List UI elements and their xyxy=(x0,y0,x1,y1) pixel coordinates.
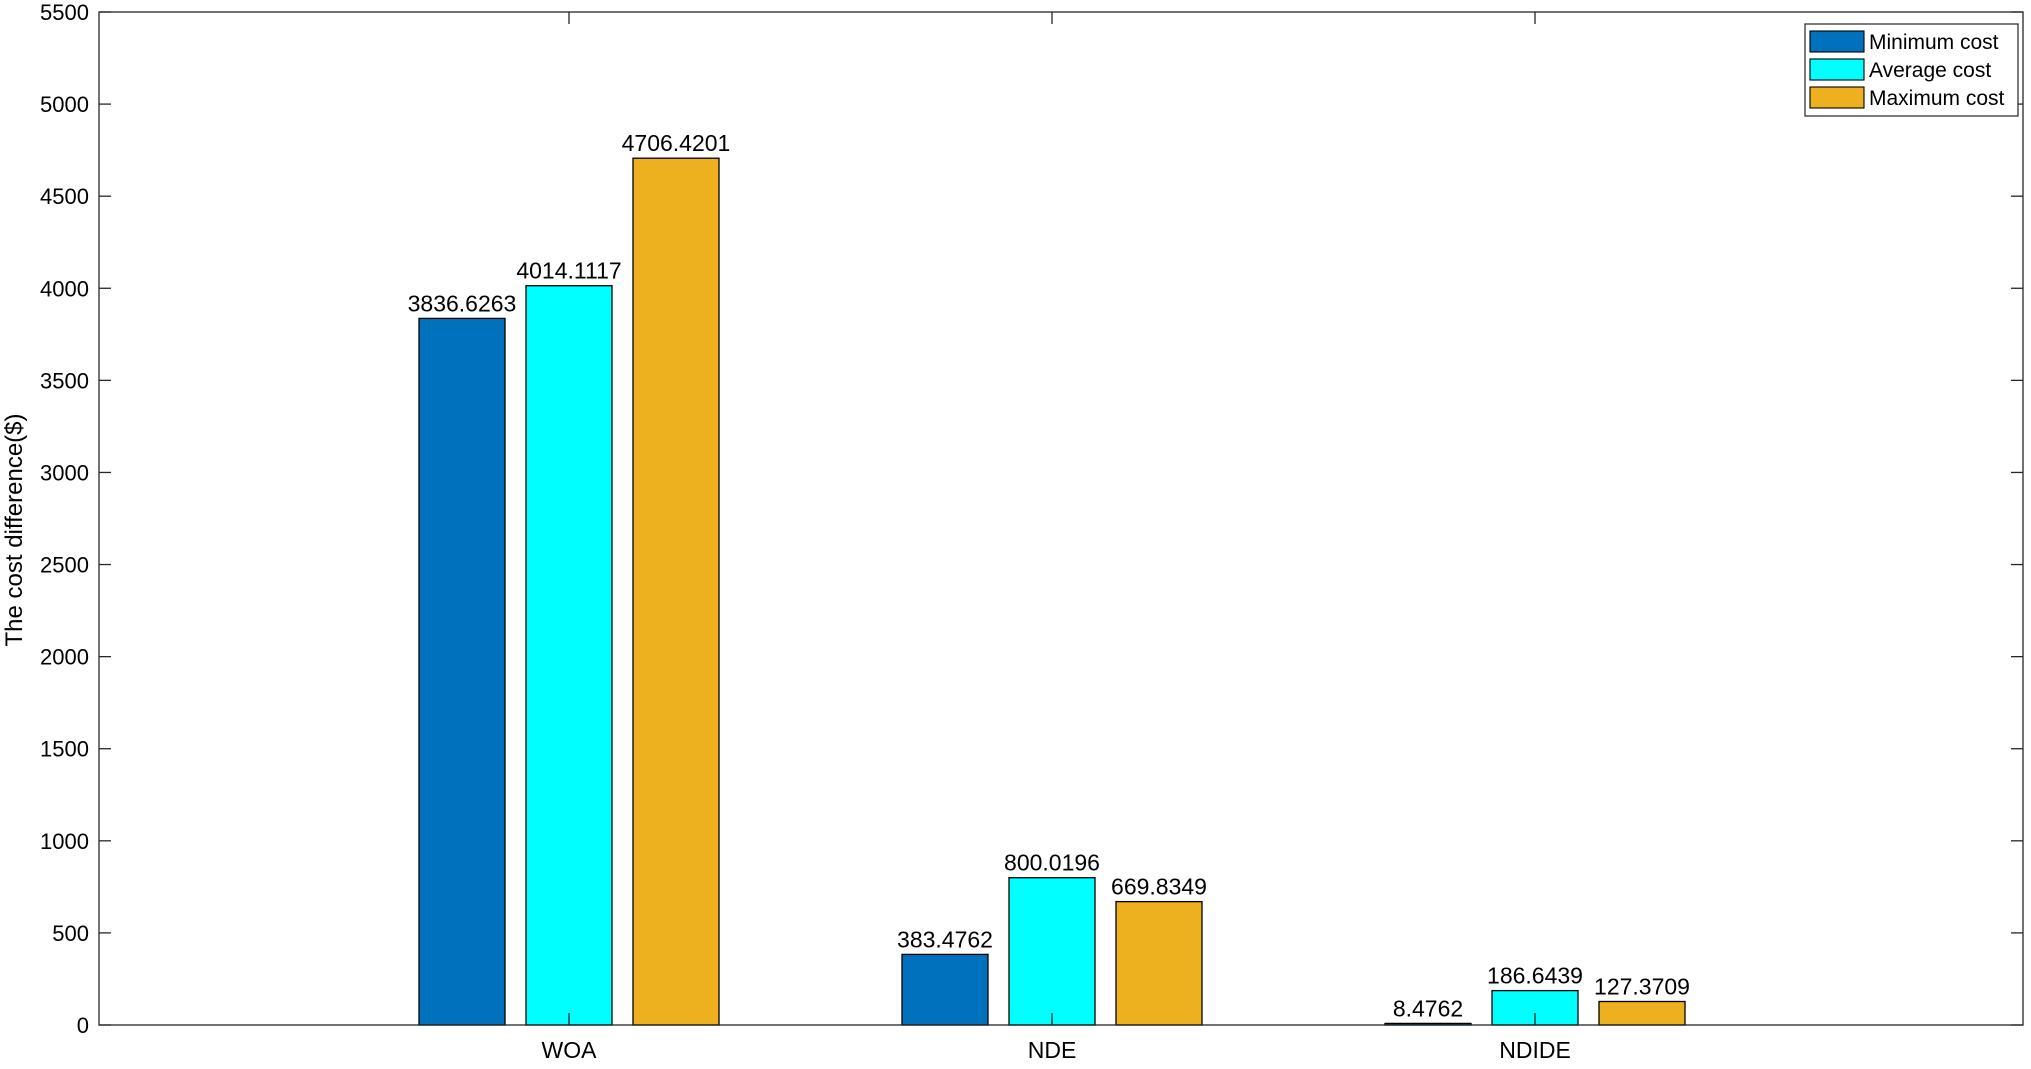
y-tick-label: 5000 xyxy=(40,92,89,117)
bar-nde-minimum-cost xyxy=(901,953,989,1026)
data-label: 4706.4201 xyxy=(622,130,731,156)
x-tick-label-woa: WOA xyxy=(542,1037,598,1063)
plot-frame xyxy=(98,11,2024,1026)
bars-layer xyxy=(418,157,1686,1026)
y-tick-label: 5500 xyxy=(40,0,89,25)
data-label: 800.0196 xyxy=(1004,850,1100,876)
data-labels-layer: 3836.6263 4014.1117 4706.4201 383.4762 800.0… xyxy=(408,130,1690,1021)
y-tick-label: 4500 xyxy=(40,184,89,209)
bar-woa-average-cost xyxy=(525,285,613,1026)
data-label: 383.4762 xyxy=(897,926,993,952)
bar-woa-maximum-cost xyxy=(632,157,720,1026)
x-tick-label-ndide: NDIDE xyxy=(1499,1037,1571,1063)
legend-label: Average cost xyxy=(1869,59,1991,82)
bar-ndide-maximum-cost xyxy=(1598,1000,1686,1026)
y-tick-label: 1500 xyxy=(40,737,89,762)
legend: Minimum cost Average cost Maximum cost xyxy=(1804,23,2019,117)
y-tick-label: 3500 xyxy=(40,368,89,393)
data-label: 127.3709 xyxy=(1594,974,1690,1000)
legend-swatch-minimum-cost xyxy=(1809,30,1865,53)
bar-woa-minimum-cost xyxy=(418,317,506,1026)
legend-label: Maximum cost xyxy=(1869,87,2005,110)
x-tick-label-nde: NDE xyxy=(1028,1037,1077,1063)
legend-swatch-average-cost xyxy=(1809,58,1865,81)
axes-layer: 0 500 1000 1500 2000 2500 3000 3500 4000 4500 5000… xyxy=(40,0,2024,1063)
y-tick-label: 0 xyxy=(77,1013,89,1038)
bar-nde-average-cost xyxy=(1008,877,1096,1026)
data-label: 3836.6263 xyxy=(408,290,517,316)
y-tick-label: 500 xyxy=(52,921,89,946)
legend-swatch-maximum-cost xyxy=(1809,86,1865,109)
legend-label: Minimum cost xyxy=(1869,31,1999,54)
y-tick-label: 1000 xyxy=(40,829,89,854)
y-tick-label: 3000 xyxy=(40,460,89,485)
y-axis-title: The cost difference($) xyxy=(1,413,28,646)
data-label: 8.4762 xyxy=(1393,995,1463,1021)
data-label: 669.8349 xyxy=(1111,874,1207,900)
y-tick-label: 2500 xyxy=(40,553,89,578)
data-label: 4014.1117 xyxy=(516,258,621,284)
y-tick-label: 2000 xyxy=(40,645,89,670)
data-label: 186.6439 xyxy=(1487,963,1583,989)
bar-nde-maximum-cost xyxy=(1115,900,1203,1026)
y-tick-label: 4000 xyxy=(40,276,89,301)
bar-ndide-average-cost xyxy=(1491,989,1579,1026)
